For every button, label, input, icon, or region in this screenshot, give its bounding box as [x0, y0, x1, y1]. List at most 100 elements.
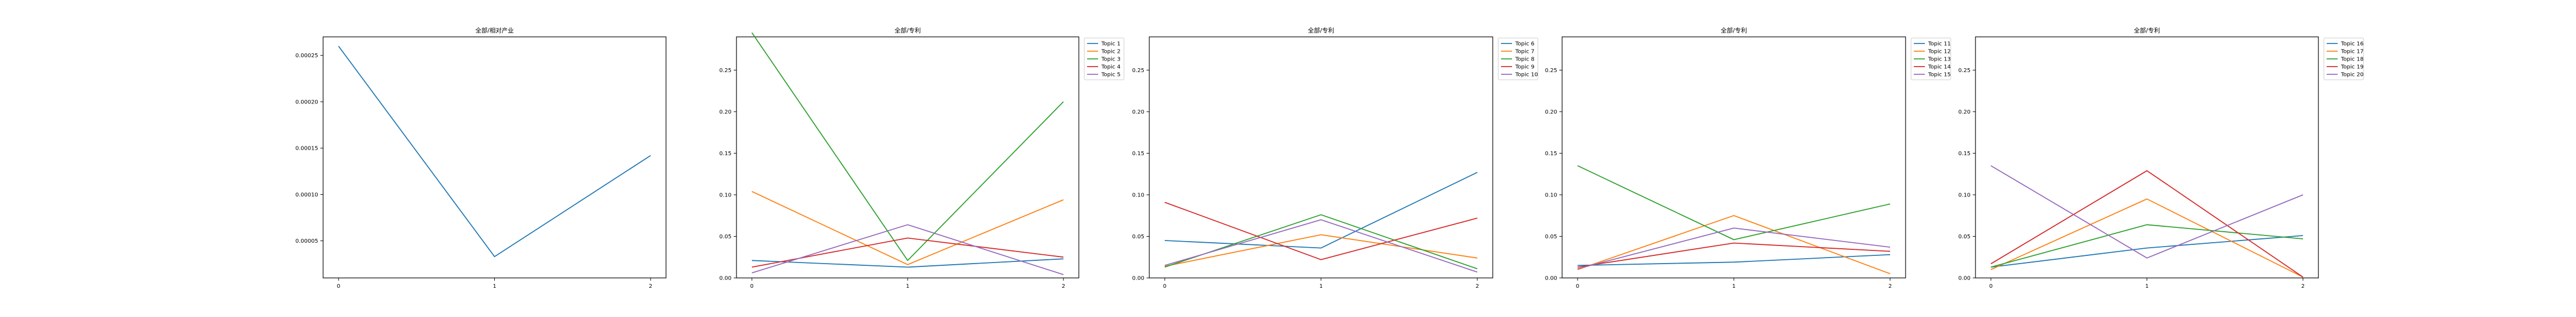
legend-label: Topic 14 [1928, 64, 1951, 70]
x-tick-label: 0 [1163, 283, 1166, 289]
series-line-1 [1990, 235, 2304, 268]
series-line-2 [1164, 234, 1478, 267]
y-tick-label: 0.05 [1132, 234, 1144, 240]
plot-frame [323, 36, 667, 278]
y-tick-label: 0.05 [1545, 234, 1557, 240]
y-tick-label: 0.10 [719, 192, 732, 198]
y-tick-label: 0.25 [719, 68, 732, 74]
legend-label: Topic 17 [2340, 49, 2364, 55]
x-tick-label: 1 [906, 283, 909, 289]
series-line-4 [1164, 201, 1478, 260]
chart-title: 全部/专利 [1308, 26, 1334, 34]
legend-label: Topic 11 [1928, 41, 1951, 47]
legend-label: Topic 18 [2340, 57, 2364, 63]
y-tick-label: 0.05 [719, 234, 732, 240]
legend-label: Topic 1 [1101, 41, 1121, 47]
legend-label: Topic 3 [1101, 57, 1121, 63]
legend-label: Topic 13 [1928, 57, 1951, 63]
x-tick-label: 1 [493, 283, 496, 289]
series-line-3 [751, 32, 1064, 261]
y-tick-label: 0.00025 [296, 53, 318, 59]
series-line-4 [1577, 242, 1890, 268]
y-tick-label: 0.00 [1958, 276, 1971, 282]
y-tick-label: 0.20 [1545, 109, 1557, 115]
legend-label: Topic 2 [1101, 49, 1121, 55]
x-tick-label: 2 [1476, 283, 1479, 289]
series-line-1 [751, 258, 1064, 268]
x-tick-label: 0 [337, 283, 340, 289]
series-line-5 [1577, 227, 1891, 270]
legend-label: Topic 7 [1515, 49, 1535, 55]
series-line-2 [751, 191, 1064, 265]
y-tick-label: 0.10 [1545, 192, 1557, 198]
series-line-5 [1990, 165, 2304, 259]
y-tick-label: 0.25 [1132, 68, 1144, 74]
chart-title: 全部/专利 [894, 26, 921, 34]
legend-label: Topic 6 [1515, 41, 1535, 47]
series-line-1 [338, 46, 651, 258]
series-line-3 [1164, 214, 1478, 270]
x-tick-label: 2 [1062, 283, 1065, 289]
series-line-1 [1165, 172, 1478, 249]
x-tick-label: 2 [649, 283, 652, 289]
y-tick-label: 0.20 [1132, 109, 1144, 115]
y-tick-label: 0.20 [719, 109, 732, 115]
legend-label: Topic 10 [1515, 72, 1538, 78]
y-tick-label: 0.15 [719, 151, 732, 157]
series-line-3 [1990, 224, 2304, 268]
y-tick-label: 0.00020 [296, 99, 318, 105]
legend-box [1911, 37, 1951, 80]
x-tick-label: 2 [1889, 283, 1892, 289]
y-tick-label: 0.15 [1132, 151, 1144, 157]
x-tick-label: 2 [2301, 283, 2305, 289]
y-tick-label: 0.00 [1545, 276, 1557, 282]
series-line-1 [1578, 254, 1890, 266]
chart-panel-4: 全部/专利 0 1 2 0.00 0.05 0.10 0.15 0.20 0.25 Topic 11… [1545, 26, 1951, 289]
x-tick-label: 0 [1989, 283, 1993, 289]
legend-label: Topic 15 [1928, 72, 1951, 78]
x-tick-label: 0 [1576, 283, 1579, 289]
plot-frame [736, 36, 1079, 278]
chart-title: 全部/专利 [1721, 26, 1747, 34]
x-tick-label: 1 [1732, 283, 1735, 289]
y-tick-label: 0.10 [1132, 192, 1144, 198]
y-tick-label: 0.15 [1545, 151, 1557, 157]
chart-title: 全部/专利 [2134, 26, 2160, 34]
legend-label: Topic 16 [2340, 41, 2364, 47]
legend-label: Topic 5 [1101, 72, 1121, 78]
legend-label: Topic 19 [2340, 64, 2364, 70]
y-tick-label: 0.00010 [296, 192, 318, 198]
series-line-4 [1990, 170, 2304, 278]
legend-label: Topic 9 [1515, 64, 1535, 70]
legend-box [1498, 37, 1538, 80]
series-line-3 [1577, 165, 1891, 241]
legend-label: Topic 8 [1515, 57, 1535, 63]
series-line-4 [751, 237, 1064, 268]
x-tick-label: 0 [750, 283, 754, 289]
y-tick-label: 0.15 [1958, 151, 1971, 157]
y-tick-label: 0.00 [719, 276, 732, 282]
plot-frame [1562, 36, 1906, 278]
chart-title: 全部/相对产业 [476, 26, 514, 34]
legend-label: Topic 20 [2340, 72, 2364, 78]
y-tick-label: 0.05 [1958, 234, 1971, 240]
series-line-5 [1164, 219, 1478, 273]
y-tick-label: 0.00 [1132, 276, 1144, 282]
y-tick-label: 0.25 [1958, 68, 1971, 74]
legend-label: Topic 12 [1928, 49, 1951, 55]
y-tick-label: 0.20 [1958, 109, 1971, 115]
y-tick-label: 0.10 [1958, 192, 1971, 198]
series-line-2 [1577, 215, 1891, 275]
y-tick-label: 0.00015 [296, 146, 318, 152]
chart-panel-1: 全部/相对产业 0 1 2 0.00005 0.00010 0.00015 0.00020 0.… [296, 26, 667, 289]
x-tick-label: 1 [1319, 283, 1323, 289]
legend-label: Topic 4 [1101, 64, 1121, 70]
legend-box [1084, 37, 1125, 80]
